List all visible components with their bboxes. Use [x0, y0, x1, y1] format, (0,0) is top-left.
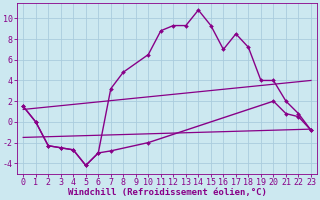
- X-axis label: Windchill (Refroidissement éolien,°C): Windchill (Refroidissement éolien,°C): [68, 188, 267, 197]
